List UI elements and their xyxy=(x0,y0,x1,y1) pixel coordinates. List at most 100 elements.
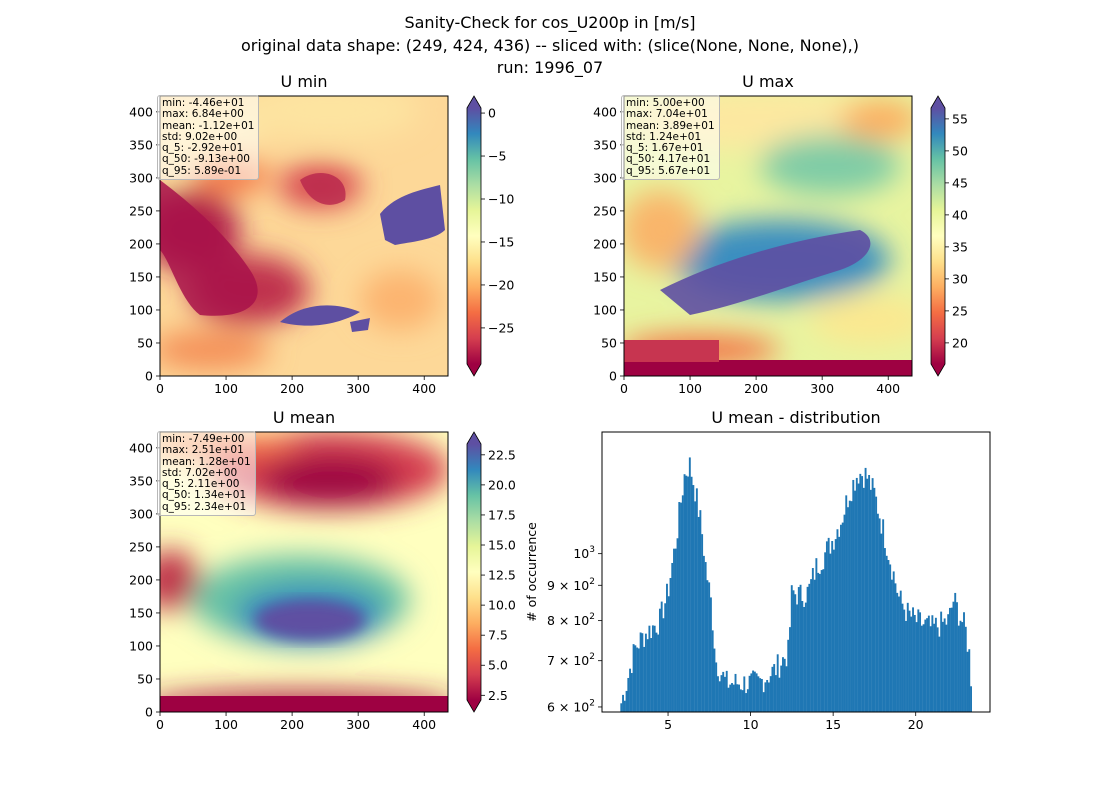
hist-bar xyxy=(715,662,718,712)
hist-bar xyxy=(920,625,923,712)
hist-bar xyxy=(850,501,853,712)
hist-bar xyxy=(667,596,670,712)
umean-xtick-label: 0 xyxy=(156,717,164,732)
hist-bar xyxy=(671,562,674,712)
hist-bar xyxy=(820,570,823,712)
hist-bar xyxy=(722,671,725,712)
hist-bar xyxy=(794,594,797,712)
umax-stat-line: mean: 3.89e+01 xyxy=(626,119,715,132)
hist-bar xyxy=(940,611,943,712)
suptitle-line3: run: 1996_07 xyxy=(496,58,604,77)
hist-bar xyxy=(903,609,906,712)
hist-bar xyxy=(966,651,969,712)
umin-xtick-label: 200 xyxy=(280,381,304,396)
suptitle-line1: Sanity-Check for cos_U200p in [m/s] xyxy=(404,13,696,32)
hist-bar xyxy=(750,673,753,712)
hist-bar xyxy=(680,502,682,712)
umax-colorbar-label: 30 xyxy=(952,271,968,286)
hist-bar xyxy=(859,473,862,712)
hist-bar xyxy=(657,634,660,712)
hist-bar xyxy=(743,676,746,712)
umax-colorbar-label: 40 xyxy=(952,207,968,222)
hist-bar xyxy=(625,690,628,712)
hist-bar xyxy=(629,668,632,712)
hist-bar xyxy=(818,573,821,712)
hist-bar xyxy=(933,623,936,712)
hist-bar xyxy=(831,540,834,712)
hist-bar xyxy=(845,495,848,712)
hist-bar xyxy=(785,666,788,712)
umax-stat-line: q_50: 4.17e+01 xyxy=(626,153,711,166)
umax-xtick-label: 0 xyxy=(620,381,628,396)
hist-bar xyxy=(876,513,879,712)
umean-stat-line: max: 2.51e+01 xyxy=(162,444,244,457)
hist-bar xyxy=(713,648,716,712)
hist-bar xyxy=(862,487,865,712)
hist-bar xyxy=(767,682,770,712)
hist-bar xyxy=(639,632,642,712)
hist-bar xyxy=(646,639,649,712)
hist-bar xyxy=(917,609,920,712)
hist-bar xyxy=(815,558,818,712)
hist-bar xyxy=(766,679,769,712)
hist-bar xyxy=(957,625,960,712)
umin-stat-line: q_5: -2.92e+01 xyxy=(162,142,244,155)
hist-xtick-label: 5 xyxy=(664,717,672,732)
umax-ytick-label: 50 xyxy=(601,335,617,350)
hist-bar xyxy=(913,614,916,712)
hist-bar xyxy=(810,579,813,712)
hist-xtick-label: 15 xyxy=(825,717,841,732)
umax-stat-line: std: 1.24e+01 xyxy=(626,130,702,143)
umax-stat-line: q_5: 1.67e+01 xyxy=(626,142,704,155)
hist-bar xyxy=(908,610,911,712)
hist-bar xyxy=(890,579,893,712)
umax-colorbar-label: 45 xyxy=(952,175,968,190)
umax-ytick-label: 400 xyxy=(593,104,617,119)
hist-bar xyxy=(716,676,719,712)
umax-ytick-label: 100 xyxy=(593,302,617,317)
hist-bar xyxy=(964,626,967,712)
hist-bar xyxy=(941,621,944,712)
hist-bar xyxy=(878,518,881,712)
hist-bar xyxy=(711,630,714,712)
umax-xtick-label: 400 xyxy=(876,381,900,396)
hist-bar xyxy=(912,607,914,712)
umean-ytick-label: 50 xyxy=(137,671,153,686)
hist-ytick-label: 6 × 102 xyxy=(547,698,595,714)
umean-colorbar-label: 10.0 xyxy=(488,598,516,613)
hist-bar xyxy=(760,678,763,712)
umean-xtick-label: 200 xyxy=(280,717,304,732)
hist-bar xyxy=(776,654,779,712)
hist-bar xyxy=(843,514,846,712)
hist-bar xyxy=(931,615,934,712)
hist-bar xyxy=(694,501,697,712)
umin-stat-line: q_50: -9.13e+00 xyxy=(162,153,250,166)
hist-bar xyxy=(841,522,844,712)
hist-bar xyxy=(945,624,948,712)
hist-bar xyxy=(898,596,900,712)
hist-bar xyxy=(811,568,814,712)
umean-colorbar-label: 2.5 xyxy=(488,688,508,703)
umin-xtick-label: 0 xyxy=(156,381,164,396)
hist-title: U mean - distribution xyxy=(711,408,881,427)
umin-colorbar-label: −25 xyxy=(488,320,514,335)
hist-bar xyxy=(697,516,700,712)
umax-ytick-label: 0 xyxy=(609,369,617,384)
hist-bar xyxy=(658,608,661,712)
hist-bar xyxy=(959,620,962,712)
hist-bar xyxy=(840,524,842,712)
hist-bar xyxy=(771,666,774,712)
hist-bar xyxy=(864,467,867,712)
hist-bar xyxy=(650,638,653,712)
hist-bar xyxy=(622,694,624,712)
hist-bar xyxy=(808,583,811,712)
hist-bar xyxy=(687,476,690,712)
hist-bar xyxy=(950,607,953,712)
umean-stat-line: q_50: 1.34e+01 xyxy=(162,489,247,502)
hist-bar xyxy=(623,700,626,712)
hist-bar xyxy=(787,639,790,712)
hist-bar xyxy=(852,479,855,712)
hist-bar xyxy=(924,619,927,712)
